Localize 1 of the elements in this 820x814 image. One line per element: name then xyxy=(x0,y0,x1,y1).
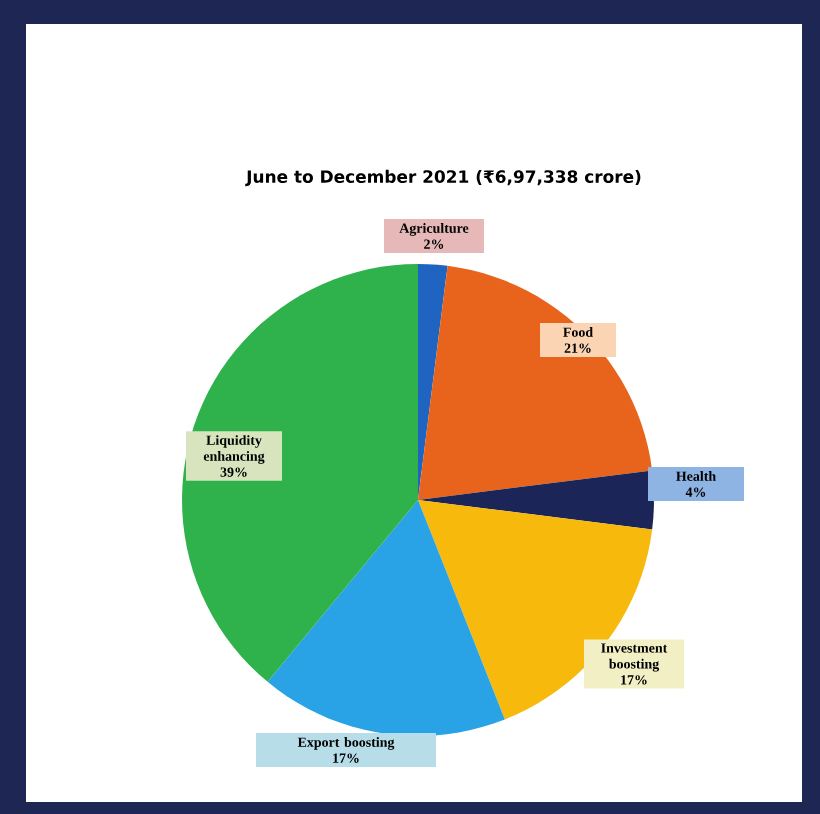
chart-title: June to December 2021 (₹6,97,338 crore) xyxy=(245,169,641,187)
